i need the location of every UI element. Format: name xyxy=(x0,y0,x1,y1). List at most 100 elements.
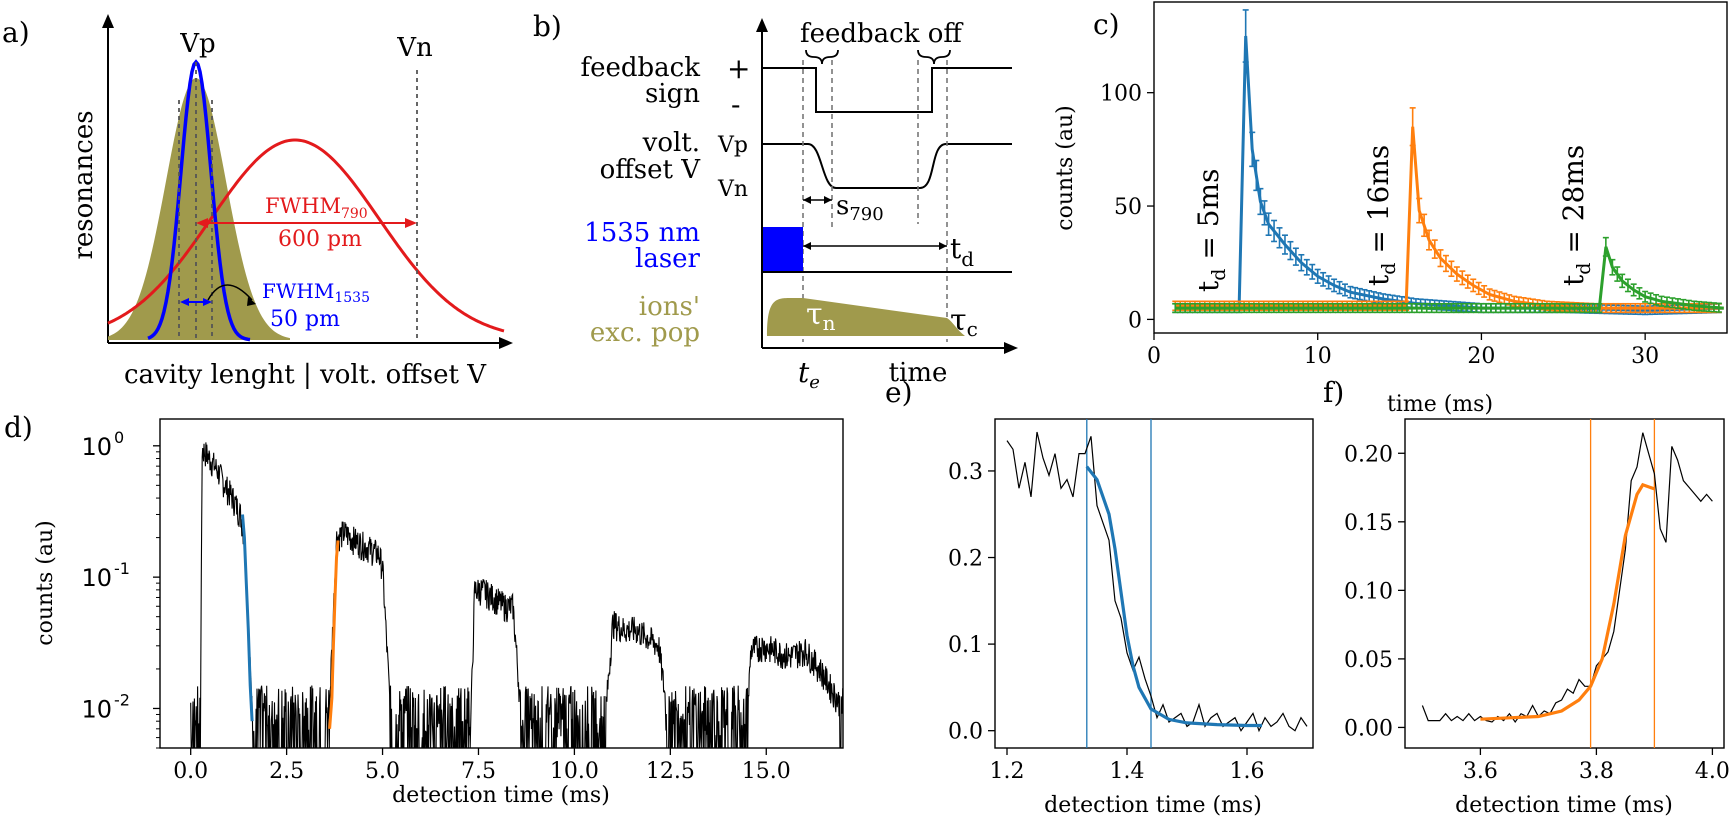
y-tick-label: 100 xyxy=(1100,82,1142,107)
panel-b-feedback-line1: feedback xyxy=(580,53,700,83)
panel-b-feedback-off: feedback off xyxy=(800,19,964,49)
panel-b-voltage-trace xyxy=(762,143,1012,189)
panel-b-tau-n: τn xyxy=(806,297,836,335)
x-tick-label: 1.6 xyxy=(1230,759,1265,784)
series-line-data xyxy=(1006,431,1308,733)
series-line-fall-fit xyxy=(241,514,254,722)
panel-e-frame xyxy=(994,418,1314,749)
panel-a-y-label: resonances xyxy=(69,110,99,259)
panel-b-tau-c: τc xyxy=(950,303,978,341)
panel-b-brace-right xyxy=(917,49,951,65)
x-tick-label: 20 xyxy=(1467,344,1495,369)
panel-b-y-arrowhead xyxy=(756,18,768,32)
panel-c-label: c) xyxy=(1093,8,1120,41)
panel-a-y-arrowhead xyxy=(102,14,114,28)
x-tick-label: 30 xyxy=(1631,344,1659,369)
panel-b-s790-arrowhead xyxy=(803,196,811,204)
panel-e: e) detection time (ms) 1.2 1.4 1.6 0.0 0.1 0.… xyxy=(885,376,1314,818)
x-tick-label: 3.8 xyxy=(1579,759,1614,784)
y-tick-label: 10 xyxy=(81,564,112,592)
panel-b-feedback-trace xyxy=(762,67,1012,113)
panel-a-ions-gaussian xyxy=(108,78,290,340)
panel-a-fwhm1535-label: FWHM1535 xyxy=(262,279,370,306)
panel-a-x-arrowhead xyxy=(499,337,513,349)
panel-a: a) resonances cavity lenght | volt. offs… xyxy=(2,14,513,390)
panel-c-ticks: 0 10 20 30 0 50 100 xyxy=(1100,82,1659,369)
x-tick-label: 1.2 xyxy=(990,759,1025,784)
panel-a-fwhm1535-pointer xyxy=(207,284,253,301)
panel-a-790-resonance-curve xyxy=(107,138,505,333)
panel-b-te-label: te xyxy=(798,356,820,393)
panel-f-frame xyxy=(1404,418,1725,749)
panel-e-ticks: 1.2 1.4 1.6 0.0 0.1 0.2 0.3 xyxy=(948,460,1265,784)
panel-b-laser-line1: 1535 nm xyxy=(584,218,700,248)
panel-b-volt-line1: volt. xyxy=(642,128,700,158)
panel-d: d) counts (au) detection time (ms) 0.0 2.… xyxy=(4,411,844,808)
x-tick-label: 5.0 xyxy=(365,759,400,784)
y-tick-label: 0.00 xyxy=(1344,716,1393,741)
x-tick-label: 10.0 xyxy=(550,759,599,784)
panel-c-y-label: counts (au) xyxy=(1053,105,1078,230)
panel-a-fwhm1535-value: 50 pm xyxy=(270,307,340,332)
panel-b-minus: - xyxy=(731,88,740,121)
panel-d-y-label: counts (au) xyxy=(33,520,58,645)
panel-c: c) counts (au) time (ms) 0 10 20 30 0 50 100 t… xyxy=(1053,1,1728,417)
x-tick-label: 7.5 xyxy=(461,759,496,784)
panel-a-fwhm790-arrowhead xyxy=(405,218,417,228)
y-tick-label: 0.3 xyxy=(948,460,983,485)
y-tick-exponent: 0 xyxy=(114,428,124,447)
panel-b-td-arrowhead xyxy=(939,242,947,250)
y-tick-label: 0.2 xyxy=(948,547,983,572)
panel-b-ions-line2: exc. pop xyxy=(590,318,700,348)
panel-b-volt-line2: offset V xyxy=(600,155,702,185)
panel-b-feedback-line2: sign xyxy=(645,79,700,109)
y-tick-label: 0.0 xyxy=(948,720,983,745)
panel-a-fwhm790-label: FWHM790 xyxy=(265,194,368,222)
panel-d-series xyxy=(190,442,844,749)
panel-a-label: a) xyxy=(2,16,30,49)
series-line-1 xyxy=(1175,126,1724,310)
panel-a-fwhm1535-arrowhead xyxy=(203,298,212,306)
y-tick-label: 0.15 xyxy=(1344,511,1393,536)
panel-f-series xyxy=(1421,419,1713,748)
panel-b-x-arrowhead xyxy=(1004,342,1018,354)
panel-b-td-label: td xyxy=(950,232,974,271)
x-tick-label: 4.0 xyxy=(1695,759,1730,784)
x-tick-label: 15.0 xyxy=(742,759,791,784)
x-tick-label: 3.6 xyxy=(1463,759,1498,784)
panel-b-laser-line2: laser xyxy=(635,244,701,274)
panel-b-brace-left xyxy=(805,49,839,65)
x-tick-label: 0.0 xyxy=(173,759,208,784)
panel-b-vp: Vp xyxy=(717,133,748,158)
panel-e-series xyxy=(1006,419,1308,748)
panel-d-label: d) xyxy=(4,411,33,444)
panel-a-x-label: cavity lenght | volt. offset V xyxy=(124,360,487,390)
panel-b: b) feedback off feedback sign + - volt. … xyxy=(533,10,1018,393)
panel-f-x-label: detection time (ms) xyxy=(1455,793,1673,818)
y-tick-label: 10 xyxy=(81,433,112,461)
y-tick-label: 0.20 xyxy=(1344,442,1393,467)
series-line-fit xyxy=(1085,465,1262,728)
panel-c-annotation-28ms: td = 28ms xyxy=(1557,145,1595,286)
y-tick-label: 0 xyxy=(1128,308,1142,333)
panel-f: f) detection time (ms) 3.6 3.8 4.0 0.00 0.05… xyxy=(1323,376,1730,818)
panel-c-x-label: time (ms) xyxy=(1387,392,1493,417)
y-tick-label: 10 xyxy=(81,695,112,723)
panel-b-vn: Vn xyxy=(717,177,748,202)
y-tick-label: 50 xyxy=(1114,195,1142,220)
x-tick-label: 12.5 xyxy=(646,759,695,784)
y-tick-label: 0.05 xyxy=(1344,648,1393,673)
panel-e-x-label: detection time (ms) xyxy=(1044,793,1262,818)
series-line-data xyxy=(1421,432,1713,724)
panel-d-x-label: detection time (ms) xyxy=(392,783,610,808)
panel-b-s790-label: s790 xyxy=(836,191,884,225)
panel-a-1535-resonance-curve xyxy=(147,59,251,342)
panel-a-fwhm790-arrowhead xyxy=(196,218,208,228)
panel-b-label: b) xyxy=(533,10,562,43)
panel-b-s790-arrowhead xyxy=(824,196,832,204)
x-tick-label: 10 xyxy=(1304,344,1332,369)
panel-a-vn-label: Vn xyxy=(396,33,433,63)
panel-a-fwhm1535-pointer-head xyxy=(247,297,256,306)
